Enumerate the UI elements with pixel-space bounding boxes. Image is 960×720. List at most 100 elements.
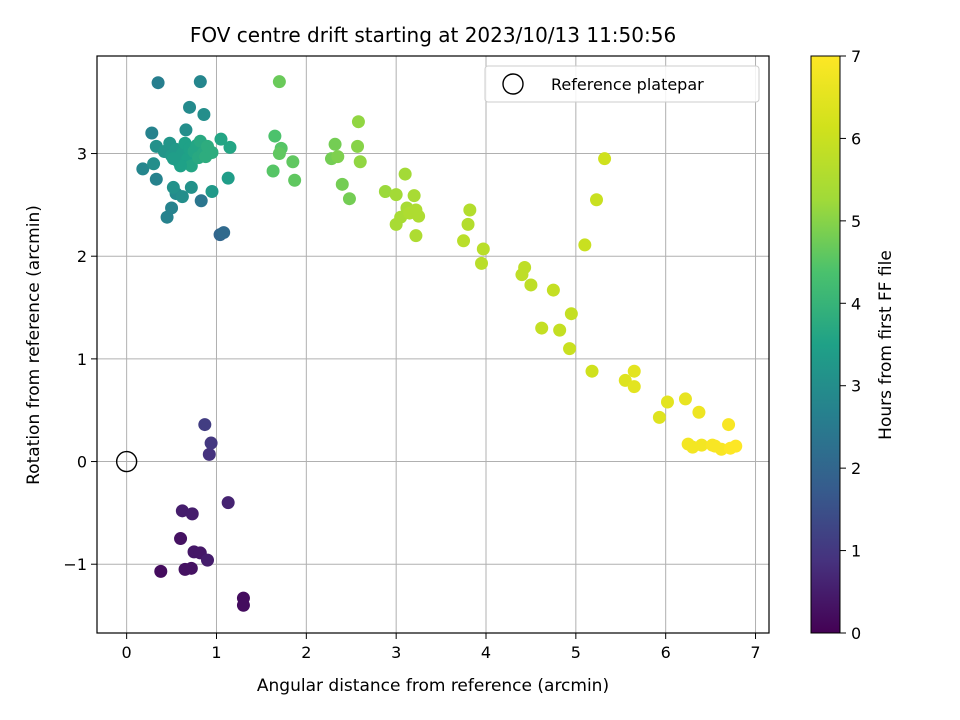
chart-title: FOV centre drift starting at 2023/10/13 … — [190, 23, 676, 47]
colorbar-tick-label: 6 — [851, 129, 861, 148]
data-point — [378, 185, 392, 199]
data-point — [678, 392, 692, 406]
data-point — [524, 278, 538, 292]
x-tick-label: 5 — [571, 643, 581, 662]
data-point — [412, 209, 426, 223]
grid-lines — [97, 56, 769, 633]
data-point — [179, 123, 193, 137]
data-point — [463, 203, 477, 217]
data-point — [175, 504, 189, 518]
data-point — [221, 496, 235, 510]
data-point — [398, 167, 412, 181]
y-tick-label: 3 — [77, 145, 87, 164]
data-point — [183, 100, 197, 114]
data-points — [136, 75, 743, 612]
data-point — [204, 436, 218, 450]
data-point — [174, 532, 188, 546]
colorbar-ticks: 0 1 2 3 4 5 6 7 — [840, 47, 861, 643]
data-point — [328, 137, 342, 151]
data-point — [476, 242, 490, 256]
data-point — [461, 217, 475, 231]
data-point — [627, 364, 641, 378]
data-point — [214, 132, 228, 146]
data-point — [353, 155, 367, 169]
colorbar-tick-label: 2 — [851, 459, 861, 478]
data-point — [197, 108, 211, 122]
data-point — [272, 75, 286, 89]
y-tick-label: −1 — [63, 555, 87, 574]
data-point — [185, 507, 199, 521]
data-point — [205, 146, 219, 160]
data-point — [286, 155, 300, 169]
data-point — [351, 115, 365, 129]
x-axis-ticks: 0 1 2 3 4 5 6 7 — [122, 633, 761, 662]
data-point — [722, 418, 736, 432]
colorbar-tick-label: 4 — [851, 294, 861, 313]
colorbar-label: Hours from first FF file — [876, 250, 896, 440]
legend-marker-icon — [502, 73, 524, 95]
data-point — [202, 447, 216, 461]
data-point — [342, 192, 356, 206]
reference-marker-group — [115, 450, 138, 473]
data-point — [166, 152, 180, 166]
x-tick-label: 4 — [481, 643, 491, 662]
colorbar-tick-label: 0 — [851, 624, 861, 643]
data-point — [223, 140, 237, 154]
data-point — [590, 193, 604, 207]
legend-box — [484, 65, 760, 103]
data-point — [407, 189, 421, 203]
data-point — [154, 564, 168, 578]
data-point — [578, 238, 592, 252]
data-point — [475, 256, 489, 270]
colorbar-gradient — [810, 55, 841, 634]
y-axis-ticks: −1 0 1 2 3 — [63, 145, 97, 574]
data-point — [389, 188, 403, 202]
data-point — [145, 126, 159, 140]
x-tick-label: 0 — [122, 643, 132, 662]
data-point — [695, 438, 709, 452]
y-tick-label: 1 — [77, 350, 87, 369]
colorbar-tick-label: 3 — [851, 377, 861, 396]
data-point — [266, 164, 280, 178]
data-point — [729, 439, 743, 453]
data-point — [692, 405, 706, 419]
data-point — [515, 268, 529, 282]
data-point — [151, 76, 165, 90]
data-point — [198, 418, 212, 432]
x-tick-label: 3 — [391, 643, 401, 662]
x-tick-label: 6 — [661, 643, 671, 662]
legend: Reference platepar — [484, 65, 760, 103]
data-point — [563, 342, 577, 356]
plot-frame — [96, 55, 770, 634]
data-point — [175, 190, 189, 204]
data-point — [136, 162, 150, 176]
data-point — [166, 180, 180, 194]
data-point — [409, 229, 423, 243]
data-point — [331, 150, 345, 164]
data-point — [217, 226, 231, 240]
y-axis-label: Rotation from reference (arcmin) — [24, 205, 44, 485]
data-point — [627, 380, 641, 394]
y-tick-label: 2 — [77, 247, 87, 266]
data-point — [147, 157, 161, 171]
data-point — [564, 307, 578, 321]
data-point — [184, 180, 198, 194]
data-point — [457, 234, 471, 248]
data-point — [205, 185, 219, 199]
data-point — [535, 321, 549, 335]
data-point — [194, 194, 208, 208]
data-point — [389, 217, 403, 231]
colorbar-tick-label: 1 — [851, 542, 861, 561]
x-tick-label: 2 — [301, 643, 311, 662]
x-tick-label: 1 — [211, 643, 221, 662]
colorbar-tick-label: 5 — [851, 212, 861, 231]
colorbar-tick-label: 7 — [851, 47, 861, 66]
data-point — [165, 201, 179, 215]
data-point — [193, 75, 207, 89]
data-point — [268, 129, 282, 143]
data-point — [236, 598, 250, 612]
data-point — [149, 172, 163, 186]
colorbar: 0 1 2 3 4 5 6 7 Hours from first FF file — [810, 47, 896, 643]
legend-entry-reference: Reference platepar — [551, 75, 704, 94]
